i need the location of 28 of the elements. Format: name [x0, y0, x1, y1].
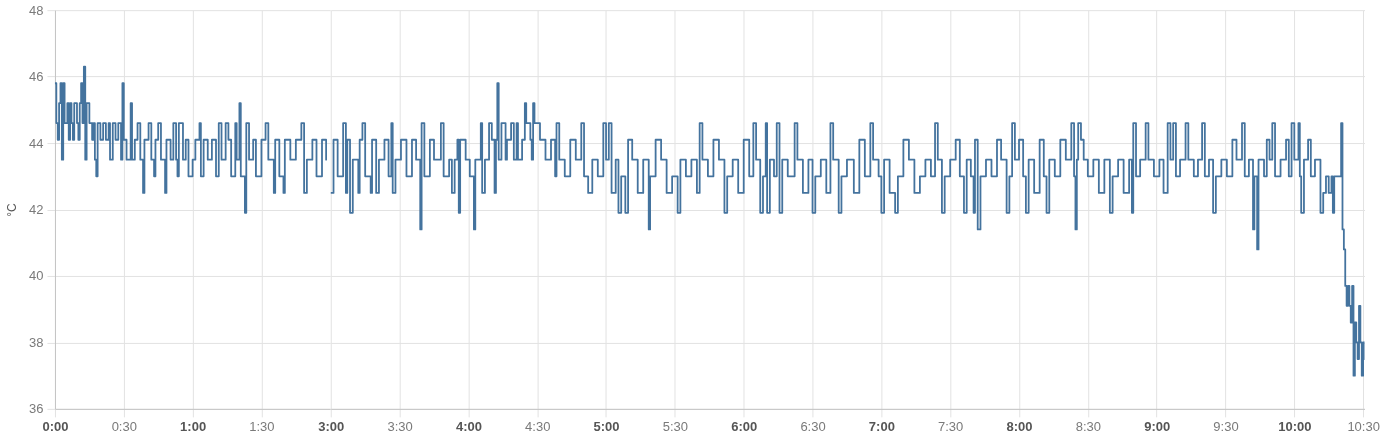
x-tick-label: 10:30	[1347, 419, 1380, 435]
x-tick-label: 7:30	[938, 419, 964, 435]
x-tick-label: 5:00	[593, 419, 620, 435]
y-tick-label: 38	[29, 334, 44, 350]
x-tick-label: 6:30	[800, 419, 826, 435]
x-tick-label: 0:00	[42, 419, 69, 435]
y-tick-label: 48	[29, 2, 44, 18]
x-tick-label: 4:30	[525, 419, 551, 435]
x-tick-label: 1:00	[180, 419, 207, 435]
x-tick-label: 4:00	[455, 419, 482, 435]
y-tick-label: 42	[29, 202, 44, 217]
x-tick-label: 7:00	[868, 419, 895, 435]
x-tick-label: 5:30	[662, 419, 689, 435]
x-tick-label: 10:00	[1278, 419, 1312, 435]
x-tick-label: 1:30	[249, 419, 275, 435]
x-tick-label: 8:30	[1075, 419, 1101, 435]
y-tick-label: 46	[29, 69, 44, 85]
x-tick-label: 0:30	[111, 419, 137, 435]
x-tick-label: 9:00	[1144, 419, 1171, 435]
x-tick-label: 6:00	[731, 419, 758, 435]
y-tick-label: 40	[29, 268, 44, 284]
x-tick-label: 3:30	[387, 419, 413, 435]
x-tick-label: 3:00	[318, 419, 345, 435]
x-tick-label: 9:30	[1213, 419, 1239, 435]
y-tick-label: 36	[29, 401, 44, 417]
y-axis-title: °C	[5, 202, 20, 217]
x-tick-label: 8:00	[1006, 419, 1033, 435]
y-tick-label: 44	[29, 135, 44, 151]
